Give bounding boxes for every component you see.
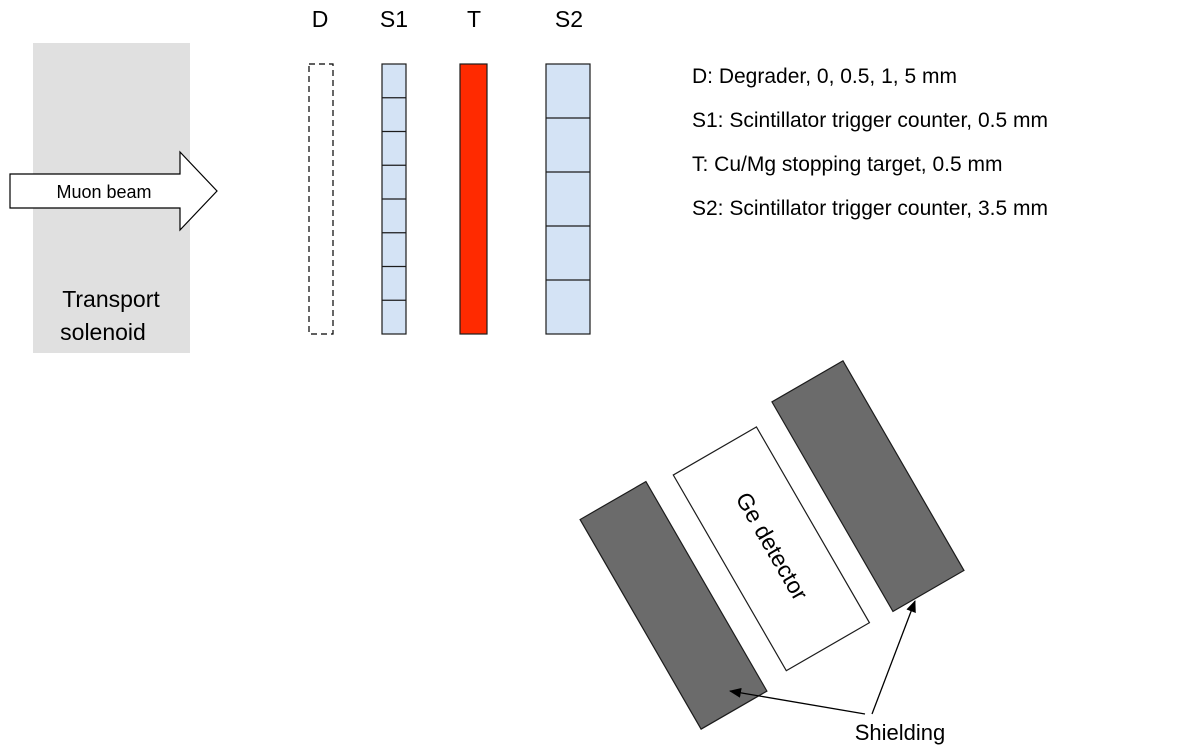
ge-detector	[672, 426, 871, 672]
legend-item-s1: S1: Scintillator trigger counter, 0.5 mm	[692, 109, 1048, 132]
shielding-arrow-left	[729, 687, 866, 715]
detector-assembly: Ge detector	[579, 360, 965, 730]
legend-item-degrader: D: Degrader, 0, 0.5, 1, 5 mm	[692, 65, 957, 88]
label-degrader: D	[312, 6, 329, 32]
stopping-target	[459, 63, 488, 335]
legend: D: Degrader, 0, 0.5, 1, 5 mm S1: Scintil…	[692, 65, 1048, 220]
beam-arrow-shape	[9, 150, 218, 232]
shielding-right	[771, 360, 965, 613]
solenoid-label-line1: Transport	[62, 286, 160, 312]
muon-beam-arrow: Muon beam	[9, 150, 218, 232]
s1-counter	[381, 63, 407, 335]
legend-item-s2: S2: Scintillator trigger counter, 3.5 mm	[692, 197, 1048, 220]
label-target: T	[467, 6, 481, 32]
shielding-arrow-right	[871, 600, 916, 715]
beam-label: Muon beam	[56, 182, 151, 202]
label-s1: S1	[380, 6, 408, 32]
s2-counter	[545, 63, 591, 335]
shielding-left	[579, 480, 768, 730]
degrader	[308, 63, 334, 335]
shielding-label: Shielding	[855, 720, 946, 745]
solenoid-label-line2: solenoid	[60, 319, 146, 345]
label-s2: S2	[555, 6, 583, 32]
s2-outline	[545, 63, 591, 335]
legend-item-target: T: Cu/Mg stopping target, 0.5 mm	[692, 153, 1002, 176]
